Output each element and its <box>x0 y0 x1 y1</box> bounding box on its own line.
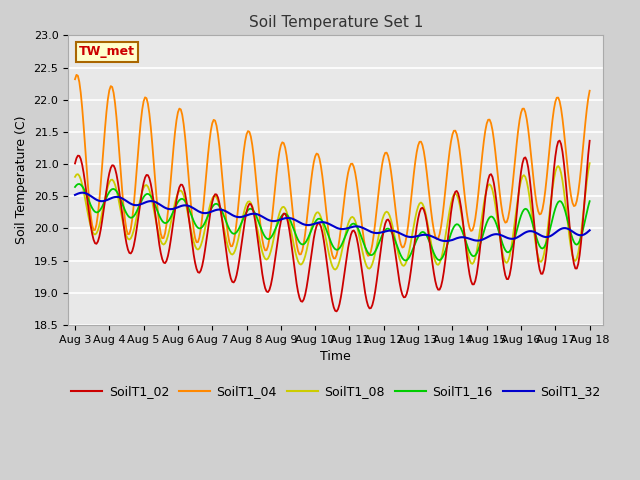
Legend: SoilT1_02, SoilT1_04, SoilT1_08, SoilT1_16, SoilT1_32: SoilT1_02, SoilT1_04, SoilT1_08, SoilT1_… <box>66 380 605 403</box>
Y-axis label: Soil Temperature (C): Soil Temperature (C) <box>15 116 28 244</box>
Text: TW_met: TW_met <box>79 46 135 59</box>
X-axis label: Time: Time <box>321 350 351 363</box>
Title: Soil Temperature Set 1: Soil Temperature Set 1 <box>248 15 423 30</box>
